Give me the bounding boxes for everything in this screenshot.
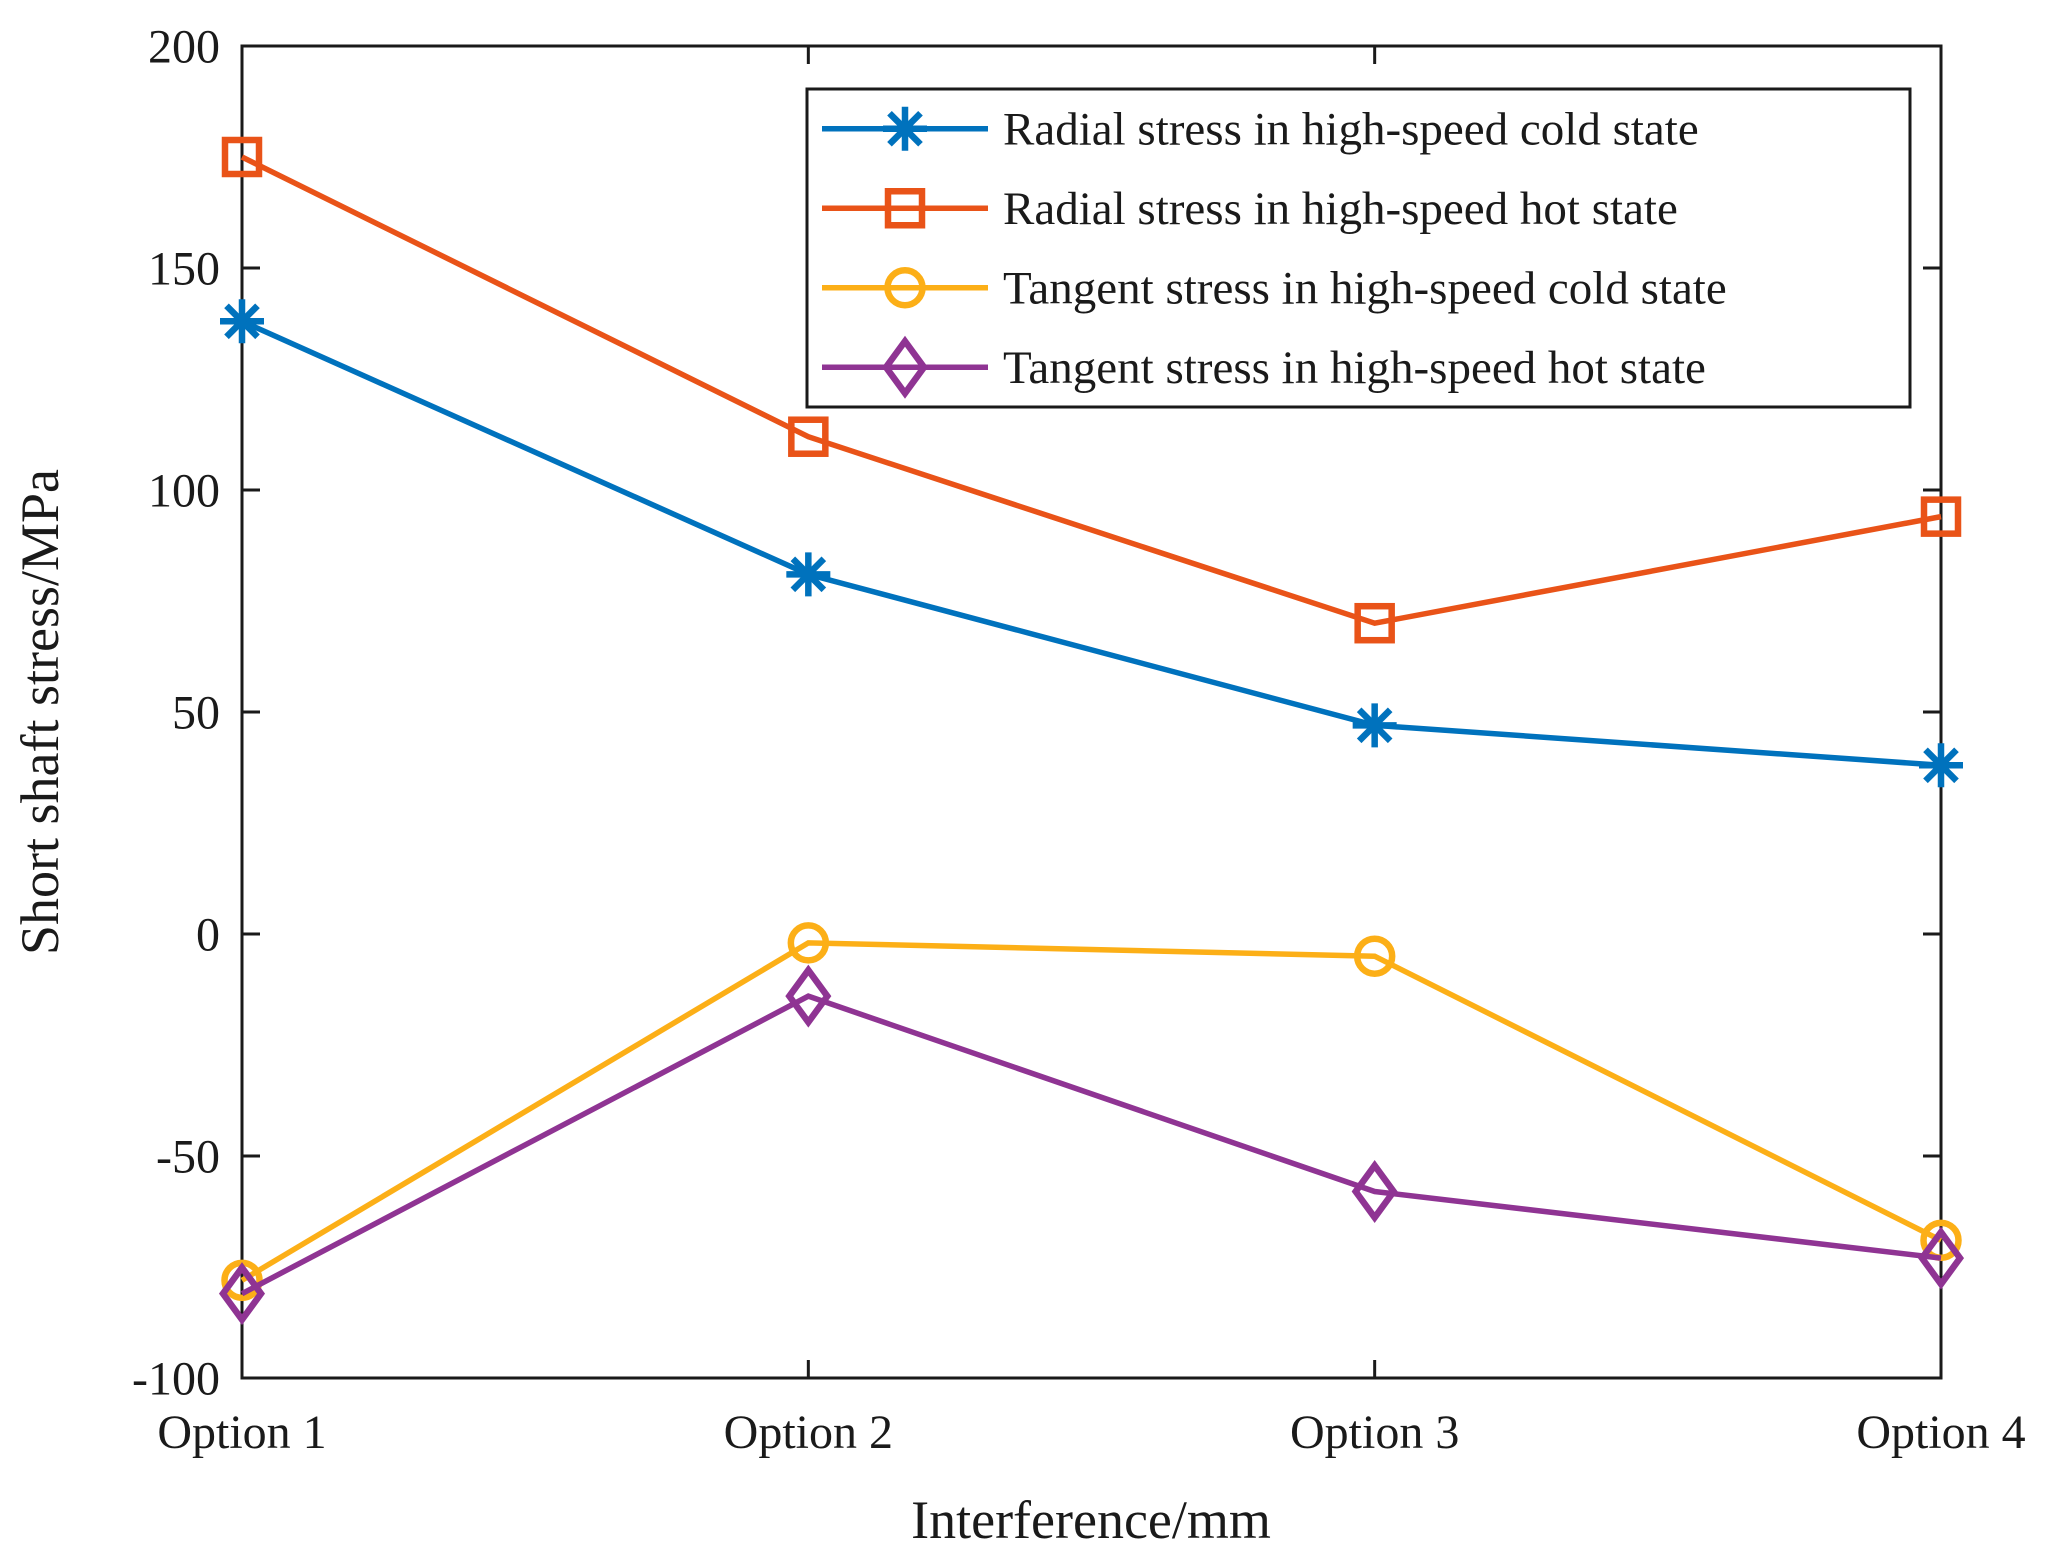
- square-marker-icon: [1354, 602, 1395, 644]
- diamond-marker-icon: [785, 964, 832, 1028]
- x-tick-label: Option 1: [157, 1406, 326, 1459]
- diamond-marker-icon: [218, 1262, 266, 1326]
- circle-marker-icon: [884, 267, 926, 309]
- diamond-marker-icon: [1917, 1226, 1965, 1290]
- series-line-1: [240, 154, 1942, 627]
- square-marker-icon: [884, 188, 926, 229]
- series-line-3: [240, 993, 1942, 1297]
- asterisk-marker-icon: [786, 552, 831, 597]
- y-tick-label: -100: [132, 1352, 220, 1405]
- y-tick-label: 0: [196, 908, 220, 961]
- diamond-marker-icon: [1351, 1160, 1398, 1224]
- y-tick-label: -50: [156, 1130, 220, 1183]
- asterisk-marker-icon: [1352, 703, 1397, 748]
- y-tick-label: 150: [148, 242, 220, 295]
- square-marker-icon: [788, 416, 829, 457]
- y-axis-title: Short shaft stress/MPa: [10, 469, 70, 955]
- x-axis-title: Interference/mm: [911, 1490, 1271, 1550]
- circle-marker-icon: [1353, 935, 1396, 977]
- y-tick-label: 50: [172, 686, 220, 739]
- series-line-2: [240, 940, 1943, 1283]
- series-line-0: [240, 318, 1942, 769]
- y-tick-label: 200: [148, 20, 220, 73]
- circle-marker-icon: [787, 922, 830, 964]
- asterisk-marker-icon: [883, 106, 927, 151]
- legend-label: Radial stress in high-speed hot state: [1003, 183, 1678, 235]
- legend-box: [805, 87, 1912, 409]
- legend-label: Tangent stress in high-speed cold state: [1003, 262, 1727, 314]
- square-marker-icon: [221, 136, 263, 178]
- x-tick-label: Option 3: [1290, 1406, 1459, 1459]
- legend-label: Tangent stress in high-speed hot state: [1003, 342, 1706, 394]
- y-tick-label: 100: [148, 464, 220, 517]
- asterisk-marker-icon: [1919, 743, 1963, 788]
- x-tick-label: Option 2: [724, 1406, 893, 1459]
- x-tick-label: Option 4: [1856, 1406, 2025, 1459]
- diamond-marker-icon: [881, 335, 929, 399]
- legend-label: Radial stress in high-speed cold state: [1003, 103, 1699, 155]
- asterisk-marker-icon: [220, 299, 264, 344]
- square-marker-icon: [1920, 496, 1962, 537]
